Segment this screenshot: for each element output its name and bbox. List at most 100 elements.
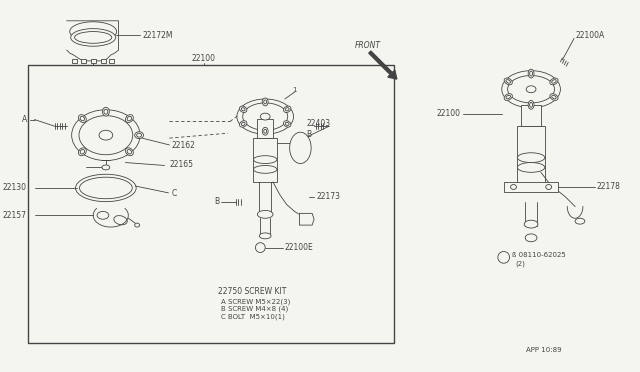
Text: 22157: 22157 xyxy=(3,211,27,220)
FancyArrow shape xyxy=(369,51,397,79)
Bar xyxy=(81,59,86,63)
Ellipse shape xyxy=(253,156,277,164)
Circle shape xyxy=(498,251,509,263)
Ellipse shape xyxy=(506,80,511,83)
Text: 22162: 22162 xyxy=(172,141,195,150)
Ellipse shape xyxy=(79,148,86,156)
Ellipse shape xyxy=(72,110,140,161)
Bar xyxy=(504,182,559,192)
Ellipse shape xyxy=(127,150,132,154)
Text: 22100: 22100 xyxy=(191,54,216,63)
Text: APP 10:89: APP 10:89 xyxy=(526,347,562,353)
Ellipse shape xyxy=(524,220,538,228)
Text: 1: 1 xyxy=(292,87,297,93)
Bar xyxy=(109,59,114,63)
Ellipse shape xyxy=(114,216,127,225)
Ellipse shape xyxy=(285,108,289,111)
Ellipse shape xyxy=(504,78,512,85)
Text: 22178: 22178 xyxy=(596,183,620,192)
Ellipse shape xyxy=(79,177,132,199)
Ellipse shape xyxy=(259,233,271,239)
Ellipse shape xyxy=(257,211,273,218)
Ellipse shape xyxy=(99,130,113,140)
Text: 22130: 22130 xyxy=(3,183,27,192)
Ellipse shape xyxy=(550,94,558,100)
Text: ß 08110-62025: ß 08110-62025 xyxy=(511,253,565,259)
Ellipse shape xyxy=(504,94,512,100)
Ellipse shape xyxy=(284,106,291,112)
Ellipse shape xyxy=(517,163,545,172)
Ellipse shape xyxy=(546,185,552,189)
Ellipse shape xyxy=(70,22,116,41)
Bar xyxy=(92,59,96,63)
Text: B SCREW M4×8 (4): B SCREW M4×8 (4) xyxy=(221,306,289,312)
Text: 22173: 22173 xyxy=(316,192,340,201)
Ellipse shape xyxy=(80,150,84,154)
Ellipse shape xyxy=(508,76,554,103)
Ellipse shape xyxy=(79,115,86,122)
Ellipse shape xyxy=(526,86,536,93)
Ellipse shape xyxy=(134,132,143,139)
Ellipse shape xyxy=(290,132,311,164)
Ellipse shape xyxy=(528,69,534,78)
Polygon shape xyxy=(67,21,118,61)
Ellipse shape xyxy=(502,71,561,108)
Ellipse shape xyxy=(76,174,136,202)
Ellipse shape xyxy=(530,71,532,76)
Ellipse shape xyxy=(511,185,516,189)
Text: FRONT: FRONT xyxy=(355,41,381,50)
Ellipse shape xyxy=(70,29,116,46)
Text: 22750 SCREW KIT: 22750 SCREW KIT xyxy=(218,287,287,296)
Ellipse shape xyxy=(550,78,558,85)
Text: C: C xyxy=(172,189,177,198)
Text: 22403: 22403 xyxy=(307,119,330,128)
Bar xyxy=(257,119,273,138)
Ellipse shape xyxy=(506,95,511,99)
Ellipse shape xyxy=(79,116,132,155)
Ellipse shape xyxy=(102,165,110,170)
Ellipse shape xyxy=(575,218,585,224)
Text: B: B xyxy=(502,255,506,260)
Ellipse shape xyxy=(137,133,141,137)
Ellipse shape xyxy=(264,129,267,133)
Ellipse shape xyxy=(260,113,270,120)
Ellipse shape xyxy=(75,32,112,43)
Bar xyxy=(522,105,541,126)
Text: A SCREW M5×22(3): A SCREW M5×22(3) xyxy=(221,298,291,305)
Ellipse shape xyxy=(552,95,556,99)
Bar xyxy=(253,138,277,182)
Text: 22100: 22100 xyxy=(436,109,461,118)
Text: (2): (2) xyxy=(515,261,525,267)
Text: 22100A: 22100A xyxy=(575,31,604,40)
Ellipse shape xyxy=(552,80,556,83)
Ellipse shape xyxy=(262,98,268,106)
Ellipse shape xyxy=(80,116,84,121)
Bar xyxy=(517,126,545,187)
Ellipse shape xyxy=(285,122,289,125)
Ellipse shape xyxy=(253,166,277,173)
Ellipse shape xyxy=(239,121,247,127)
Bar xyxy=(28,65,394,343)
Ellipse shape xyxy=(125,115,133,122)
Ellipse shape xyxy=(528,100,534,109)
Ellipse shape xyxy=(517,153,545,163)
Ellipse shape xyxy=(239,106,247,112)
Ellipse shape xyxy=(255,243,265,253)
Ellipse shape xyxy=(104,109,108,114)
Ellipse shape xyxy=(241,122,245,125)
Text: 22172M: 22172M xyxy=(142,31,173,40)
Text: 22165: 22165 xyxy=(170,160,193,169)
Ellipse shape xyxy=(102,107,109,116)
Ellipse shape xyxy=(97,211,109,219)
Ellipse shape xyxy=(134,223,140,227)
Bar xyxy=(72,59,77,63)
Ellipse shape xyxy=(262,127,268,135)
Text: A: A xyxy=(22,115,27,124)
Ellipse shape xyxy=(284,121,291,127)
Ellipse shape xyxy=(530,102,532,107)
Text: C BOLT  M5×10(1): C BOLT M5×10(1) xyxy=(221,314,285,320)
Ellipse shape xyxy=(243,103,288,130)
Text: 22100E: 22100E xyxy=(285,243,314,252)
Ellipse shape xyxy=(127,116,132,121)
Text: B: B xyxy=(307,130,312,139)
